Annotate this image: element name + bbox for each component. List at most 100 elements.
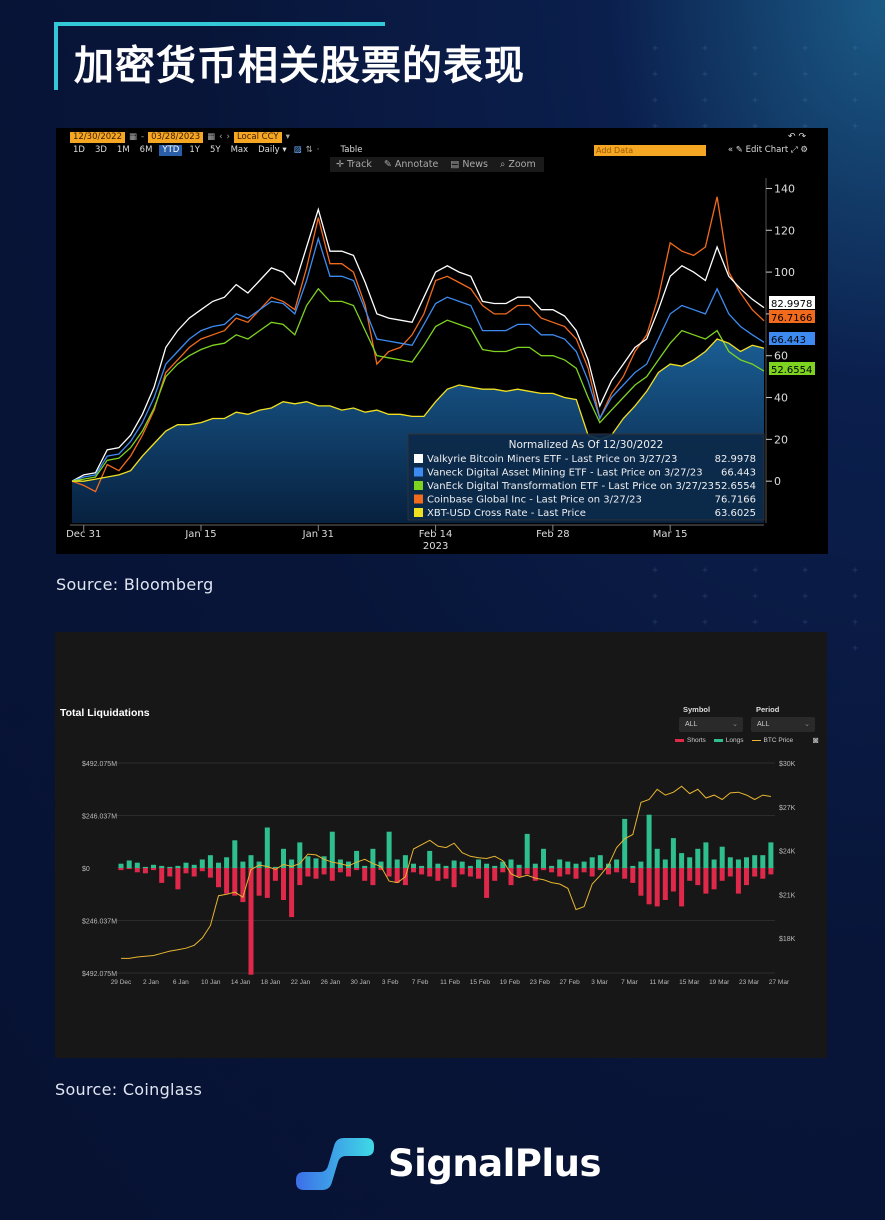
liquidations-title: Total Liquidations	[60, 707, 150, 719]
line-chart-icon[interactable]: ▨	[293, 145, 302, 155]
period-3d[interactable]: 3D	[94, 144, 107, 155]
shorts-bar	[126, 868, 132, 870]
period-1y[interactable]: 1Y	[189, 144, 200, 155]
shorts-bar	[622, 868, 628, 879]
resize-icon[interactable]: ⤢	[790, 145, 798, 155]
shorts-bar	[719, 868, 725, 881]
x-tick-label: Mar 15	[653, 529, 688, 540]
longs-bar	[281, 848, 286, 868]
y-left-tick-label: $246.037M	[82, 919, 117, 926]
shorts-bar	[727, 868, 733, 877]
frequency-select[interactable]: Daily ▾	[258, 144, 287, 155]
last-value-label: 66.443	[771, 335, 806, 346]
zoom-label: Zoom	[508, 159, 536, 170]
x-tick-label: Dec 31	[66, 529, 101, 540]
bar-type-icon[interactable]: ⇅	[305, 145, 313, 155]
x-tick-label: 3 Feb	[382, 979, 399, 986]
longs-bar	[557, 859, 563, 868]
track-tool[interactable]: ✛ Track	[336, 159, 372, 170]
last-value-tag	[769, 296, 815, 309]
shorts-bar	[557, 868, 563, 877]
currency-field[interactable]: Local CCY	[233, 131, 282, 143]
shorts-bar	[459, 868, 465, 875]
longs-bar	[305, 856, 311, 868]
currency-dropdown-icon[interactable]: ▾	[285, 132, 290, 142]
longs-bar	[329, 831, 335, 868]
undo-icon[interactable]: ↶	[788, 132, 796, 142]
calendar-icon[interactable]: ▦	[207, 132, 216, 142]
undo-redo-controls: ↶ ↷	[788, 132, 806, 142]
longs-bar	[118, 863, 124, 868]
shorts-bar	[411, 868, 416, 873]
shorts-bar	[687, 868, 693, 881]
symbol-select[interactable]: ALL ⌄	[679, 717, 743, 732]
period-1d[interactable]: 1D	[73, 144, 85, 155]
more-dot-icon[interactable]: ·	[316, 145, 320, 155]
frequency-label: Daily	[258, 144, 280, 155]
longs-bar	[654, 848, 660, 868]
shorts-bar	[744, 868, 749, 886]
settings-gear-icon[interactable]: ⚙	[800, 145, 808, 155]
shorts-bar	[638, 868, 644, 896]
longs-bar	[134, 862, 140, 868]
add-data-input[interactable]: Add Data	[594, 145, 706, 156]
shorts-bar	[606, 868, 611, 875]
table-button[interactable]: Table	[340, 144, 363, 155]
longs-bar	[321, 856, 327, 868]
y-left-tick-label: $0	[82, 866, 90, 873]
shorts-bar	[289, 868, 295, 918]
chevron-left-icon[interactable]: ‹	[219, 132, 223, 142]
news-tool[interactable]: ▤ News	[450, 159, 488, 170]
shorts-bar	[508, 868, 514, 886]
legend-box	[407, 433, 765, 521]
date-range-row: 12/30/2022 ▦ - 03/28/2023 ▦ ‹ › Local CC…	[70, 131, 290, 143]
x-tick-label: 27 Mar	[769, 979, 790, 986]
legend-shorts[interactable]: Shorts	[675, 737, 706, 744]
bloomberg-chart-panel: 12/30/2022 ▦ - 03/28/2023 ▦ ‹ › Local CC…	[56, 128, 828, 554]
period-1m[interactable]: 1M	[116, 144, 130, 155]
shorts-bar	[191, 868, 197, 877]
edit-chart-button[interactable]: ✎ Edit Chart	[735, 145, 789, 155]
camera-icon[interactable]: ◙	[813, 735, 819, 745]
calendar-icon[interactable]: ▦	[129, 132, 138, 142]
period-6m[interactable]: 6M	[139, 144, 153, 155]
y-tick-label: 20	[774, 433, 788, 446]
redo-icon[interactable]: ↷	[798, 132, 806, 142]
legend-swatch	[414, 508, 423, 517]
collapse-icon[interactable]: «	[727, 145, 734, 155]
chevron-right-icon[interactable]: ›	[226, 132, 230, 142]
edit-chart-label: Edit Chart	[745, 145, 789, 155]
longs-bar	[524, 833, 530, 868]
y-tick-label: 60	[774, 350, 788, 363]
longs-bar	[492, 865, 498, 868]
shorts-bar	[516, 868, 522, 877]
period-5y[interactable]: 5Y	[209, 144, 221, 155]
legend-longs[interactable]: Longs	[713, 737, 744, 744]
y-left-tick-label: $492.075M	[82, 761, 117, 768]
longs-bar	[735, 859, 741, 868]
longs-bar	[703, 842, 709, 868]
zoom-tool[interactable]: ⌕ Zoom	[499, 159, 536, 170]
y-left-tick-label: $246.037M	[82, 814, 117, 821]
shorts-bar	[467, 868, 473, 877]
bloomberg-line-chart: 02040608010012014082.997876.716666.44352…	[66, 178, 815, 552]
longs-bar	[679, 853, 685, 868]
end-date-field[interactable]: 03/28/2023	[148, 131, 204, 143]
period-ytd[interactable]: YTD	[159, 144, 183, 156]
last-value-label: 52.6554	[771, 365, 812, 376]
period-max[interactable]: Max	[230, 144, 249, 155]
shorts-bar	[256, 868, 262, 896]
longs-bar	[427, 850, 433, 868]
start-date-field[interactable]: 12/30/2022	[70, 131, 125, 143]
longs-bar	[622, 818, 628, 868]
shorts-bar	[378, 868, 384, 871]
period-select[interactable]: ALL ⌄	[751, 717, 815, 732]
shorts-bar	[476, 868, 481, 879]
shorts-bar	[654, 868, 660, 907]
longs-bar	[467, 865, 473, 868]
x-tick-label: 15 Feb	[470, 979, 491, 986]
shorts-bar	[321, 868, 327, 875]
legend-btc-price[interactable]: BTC Price	[751, 737, 793, 744]
annotate-tool[interactable]: ✎ Annotate	[383, 159, 439, 170]
last-value-tag	[769, 310, 815, 323]
